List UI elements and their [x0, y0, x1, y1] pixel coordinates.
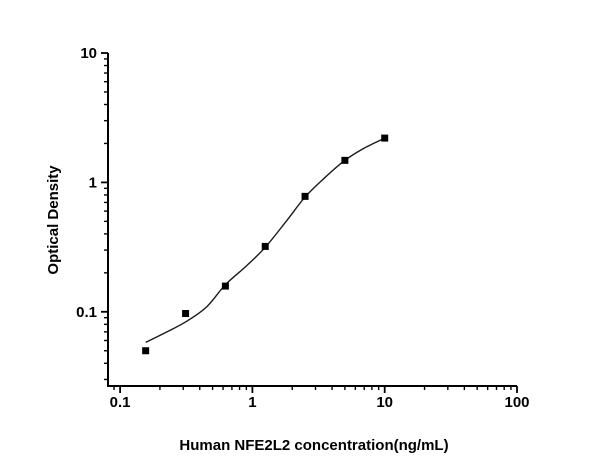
data-point-marker [381, 134, 389, 142]
data-point-marker [221, 282, 229, 290]
data-point-marker [261, 242, 269, 250]
y-axis-title: Optical Density [45, 165, 62, 275]
y-tick-label: 10 [80, 45, 97, 62]
x-tick-label: 10 [376, 394, 393, 411]
x-tick-label: 0.1 [110, 394, 131, 411]
x-tick-label: 1 [248, 394, 256, 411]
data-point-marker [341, 156, 349, 164]
y-tick-label: 1 [89, 174, 97, 191]
x-axis-title: Human NFE2L2 concentration(ng/mL) [179, 437, 448, 454]
data-point-marker [301, 192, 309, 200]
data-point-marker [142, 347, 150, 355]
fit-curve-line [145, 137, 386, 344]
y-tick-label: 0.1 [76, 304, 97, 321]
data-point-marker [182, 310, 190, 318]
plot-area: 0.1 1 10 100 0.1 1 10 [76, 45, 529, 411]
x-tick-label: 100 [504, 394, 529, 411]
